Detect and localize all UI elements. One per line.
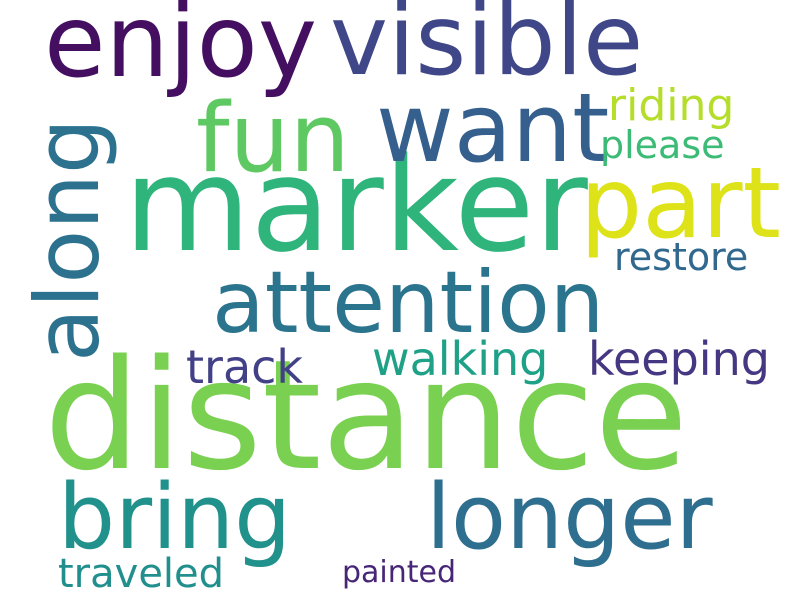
word-keeping: keeping [588,332,770,386]
word-riding: riding [608,80,735,131]
word-track: track [186,340,304,394]
word-bring: bring [58,465,292,570]
word-painted: painted [342,555,457,590]
word-enjoy: enjoy [44,0,318,100]
word-distance: distance [44,327,689,504]
word-part: part [580,147,781,261]
word-longer: longer [426,465,713,570]
word-attention: attention [212,253,605,353]
word-want: want [376,74,610,184]
word-traveled: traveled [58,551,225,597]
word-along: along [16,118,119,362]
word-restore: restore [614,235,749,279]
word-fun: fun [196,84,350,194]
word-marker: marker [124,129,588,281]
word-walking: walking [372,332,549,386]
word-visible: visible [330,0,644,98]
word-please: please [600,123,725,167]
